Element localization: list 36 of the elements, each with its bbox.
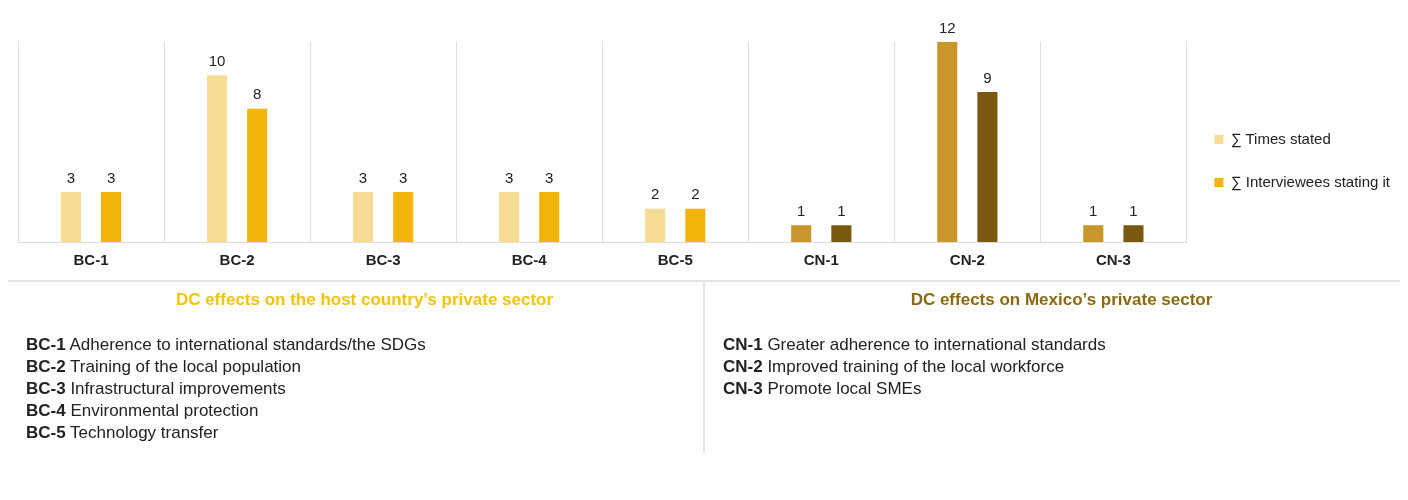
- data-label: 3: [545, 168, 554, 186]
- data-label: 2: [691, 185, 700, 203]
- data-label: 3: [399, 168, 408, 186]
- text: CN-3 Promote local SMEs: [723, 379, 922, 398]
- x-tick-label: CN-3: [1095, 251, 1131, 269]
- legend-label: ∑ Times stated: [1230, 129, 1331, 148]
- data-label: 1: [837, 201, 846, 219]
- data-label: 3: [66, 168, 76, 186]
- x-tick-label: BC-4: [511, 251, 548, 269]
- data-label: 12: [938, 18, 956, 36]
- x-tick-label: BC-5: [657, 251, 693, 269]
- data-label: 3: [358, 168, 368, 186]
- data-label: 3: [504, 168, 514, 186]
- text: BC-4 Environmental protection: [26, 401, 259, 420]
- text: DC effects on the host country’s private sector: [174, 290, 555, 310]
- text: BC-3 Infrastructural improvements: [26, 379, 286, 398]
- data-label: 9: [983, 68, 992, 86]
- x-tick-label: BC-2: [219, 251, 255, 269]
- text: BC-2 Training of the local population: [26, 357, 301, 376]
- x-tick-label: BC-3: [365, 251, 401, 269]
- x-tick-label: CN-2: [949, 251, 985, 269]
- data-label: 10: [208, 51, 226, 69]
- text: BC-1 Adherence to international standards/the SDGs: [26, 335, 426, 354]
- data-label: 1: [1129, 201, 1138, 219]
- text: CN-2 Improved training of the local workforce: [723, 357, 1065, 376]
- data-label: 3: [106, 168, 116, 186]
- data-label: 1: [1089, 201, 1098, 219]
- data-label: 2: [650, 185, 660, 203]
- data-label: 8: [252, 85, 262, 103]
- data-label: 1: [797, 201, 806, 219]
- text: DC effects on Mexico’s private sector: [909, 290, 1214, 310]
- x-tick-label: CN-1: [803, 251, 839, 269]
- text: CN-1 Greater adherence to international standards: [723, 335, 1106, 354]
- text: BC-5 Technology transfer: [26, 423, 219, 442]
- x-tick-label: BC-1: [73, 251, 109, 269]
- legend-label: ∑ Interviewees stating it: [1230, 172, 1391, 191]
